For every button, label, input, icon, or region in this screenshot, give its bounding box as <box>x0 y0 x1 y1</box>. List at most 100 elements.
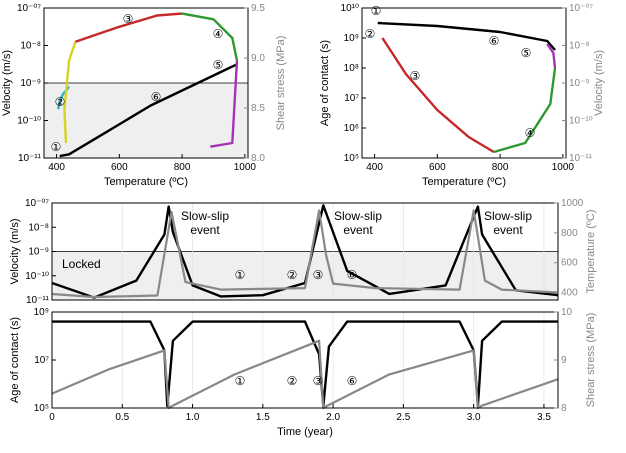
slow-slip-annotation: Slow-slip <box>181 209 229 223</box>
y2-tick-label: 400 <box>561 288 578 299</box>
phase-label: ⑥ <box>151 90 162 104</box>
x-tick-label: 600 <box>429 162 446 173</box>
slow-slip-annotation: event <box>493 223 523 237</box>
phase-label: ③ <box>410 69 421 83</box>
x-tick-label: 800 <box>174 162 191 173</box>
y2-tick-label: 9.5 <box>251 3 265 14</box>
y-tick-label: 10⁻⁸ <box>20 41 41 52</box>
slow-slip-annotation: event <box>190 223 220 237</box>
y-tick-label: 10⁵ <box>344 153 359 164</box>
series-line-0 <box>377 21 556 51</box>
phase-label: ② <box>287 268 298 282</box>
y2-tick-label: 9.0 <box>251 53 265 64</box>
series-line-1 <box>381 37 495 154</box>
x-tick-label: 800 <box>492 162 509 173</box>
phase-label: ⑥ <box>489 34 500 48</box>
x-tick-label: 2.0 <box>326 412 340 423</box>
y-axis-label: Velocity (m/s) <box>1 50 13 116</box>
panel-bottom: 0 0.5 1.0 1.5 2.0 2.5 3.0 3.5 10⁵ 10⁷ 10⁹ 8 9 10 Time … <box>9 307 597 438</box>
series-line-1 <box>51 339 559 410</box>
y2-tick-label: 10⁻⁹ <box>569 78 590 89</box>
panel-top-left: 400 600 800 1000 10⁻¹¹ 10⁻¹⁰ 10⁻⁹ 10⁻⁸ 10⁻⁰⁷ 8.0 8… <box>1 3 287 188</box>
series-line-2 <box>493 67 557 154</box>
y-tick-label: 10¹⁰ <box>341 3 359 14</box>
phase-label: ② <box>287 374 298 388</box>
y-tick-label: 10⁸ <box>344 63 359 74</box>
panel-middle: 10⁻¹¹ 10⁻¹⁰ 10⁻⁹ 10⁻⁸ 10⁻⁰⁷ 400 600 800 1000 Velo… <box>9 198 597 306</box>
x-tick-label: 1.5 <box>256 412 270 423</box>
y-tick-label: 10⁶ <box>344 123 359 134</box>
phase-label: ⑥ <box>347 268 358 282</box>
series-line-4 <box>181 12 239 61</box>
y-tick-label: 10⁻⁰⁷ <box>17 3 41 14</box>
phase-label: ② <box>365 27 376 41</box>
series-line-1 <box>51 209 559 299</box>
x-axis-label: Temperature (ºC) <box>422 176 506 188</box>
phase-label: ① <box>371 4 382 18</box>
series-line-5 <box>210 60 239 148</box>
phase-label: ⑤ <box>521 46 532 60</box>
y2-tick-label: 10⁻⁸ <box>569 41 590 52</box>
phase-label: ④ <box>213 27 224 41</box>
x-tick-label: 1.0 <box>186 412 200 423</box>
phase-label: ④ <box>525 126 536 140</box>
x-tick-label: 3.5 <box>537 412 551 423</box>
y2-tick-label: 8.0 <box>251 153 265 164</box>
y2-tick-label: 600 <box>561 258 578 269</box>
phase-label: ⑥ <box>347 374 358 388</box>
series-line-0 <box>59 63 238 158</box>
y-axis-label: Age of contact (s) <box>319 40 331 126</box>
y-tick-label: 10⁻⁰⁷ <box>25 198 49 209</box>
x-tick-label: 400 <box>366 162 383 173</box>
y-tick-label: 10⁻¹⁰ <box>17 116 41 127</box>
y-tick-label: 10⁻¹⁰ <box>25 271 49 282</box>
phase-label: ⑤ <box>213 58 224 72</box>
phase-label: ③ <box>313 374 324 388</box>
series-line-2 <box>63 41 77 144</box>
y2-axis-label: Velocity (m/s) <box>593 50 605 116</box>
slow-slip-annotation: Slow-slip <box>334 209 382 223</box>
y2-axis-label: Shear stress (MPa) <box>275 36 287 131</box>
y-tick-label: 10⁵ <box>34 403 49 414</box>
y2-tick-label: 10⁻¹⁰ <box>569 116 593 127</box>
plot-frame <box>361 7 567 159</box>
x-axis-label: Time (year) <box>277 426 333 438</box>
y2-tick-label: 10⁻¹¹ <box>569 153 593 164</box>
x-tick-label: 0.5 <box>115 412 129 423</box>
y-tick-label: 10⁻¹¹ <box>26 295 50 306</box>
y2-tick-label: 8 <box>561 403 567 414</box>
y2-tick-label: 1000 <box>561 198 584 209</box>
y2-tick-label: 10⁻⁰⁷ <box>569 3 593 14</box>
y-tick-label: 10⁹ <box>344 33 359 44</box>
x-tick-label: 600 <box>111 162 128 173</box>
locked-annotation: Locked <box>62 257 101 271</box>
x-tick-label: 1000 <box>234 162 257 173</box>
y-tick-label: 10⁻⁹ <box>28 247 49 258</box>
y2-tick-label: 800 <box>561 228 578 239</box>
y-tick-label: 10⁷ <box>34 355 49 366</box>
x-tick-label: 400 <box>48 162 65 173</box>
x-tick-label: 2.5 <box>396 412 410 423</box>
y-tick-label: 10⁻⁹ <box>20 78 41 89</box>
x-tick-label: 0 <box>49 412 55 423</box>
y-tick-label: 10⁻¹¹ <box>18 153 42 164</box>
series-line-3 <box>75 12 183 43</box>
plot-frame <box>51 311 559 409</box>
y2-tick-label: 9 <box>561 355 567 366</box>
series-line-3 <box>546 43 557 69</box>
y2-axis-label: Shear stress (MPa) <box>585 313 597 408</box>
locked-region <box>44 83 248 158</box>
y-axis-label: Age of contact (s) <box>9 317 21 403</box>
phase-label: ① <box>235 268 246 282</box>
slow-slip-annotation: Slow-slip <box>484 209 532 223</box>
phase-label: ② <box>55 95 66 109</box>
panel-top-right: 400 600 800 1000 10⁵ 10⁶ 10⁷ 10⁸ 10⁹ 10¹⁰ 10⁻¹¹ 10⁻… <box>319 3 605 188</box>
x-axis-label: Temperature (ºC) <box>104 176 188 188</box>
y-axis-label: Velocity (m/s) <box>9 218 21 284</box>
phase-label: ① <box>235 374 246 388</box>
phase-label: ③ <box>123 12 134 26</box>
y-tick-label: 10⁹ <box>34 307 49 318</box>
y-tick-label: 10⁷ <box>344 93 359 104</box>
x-tick-label: 3.0 <box>467 412 481 423</box>
